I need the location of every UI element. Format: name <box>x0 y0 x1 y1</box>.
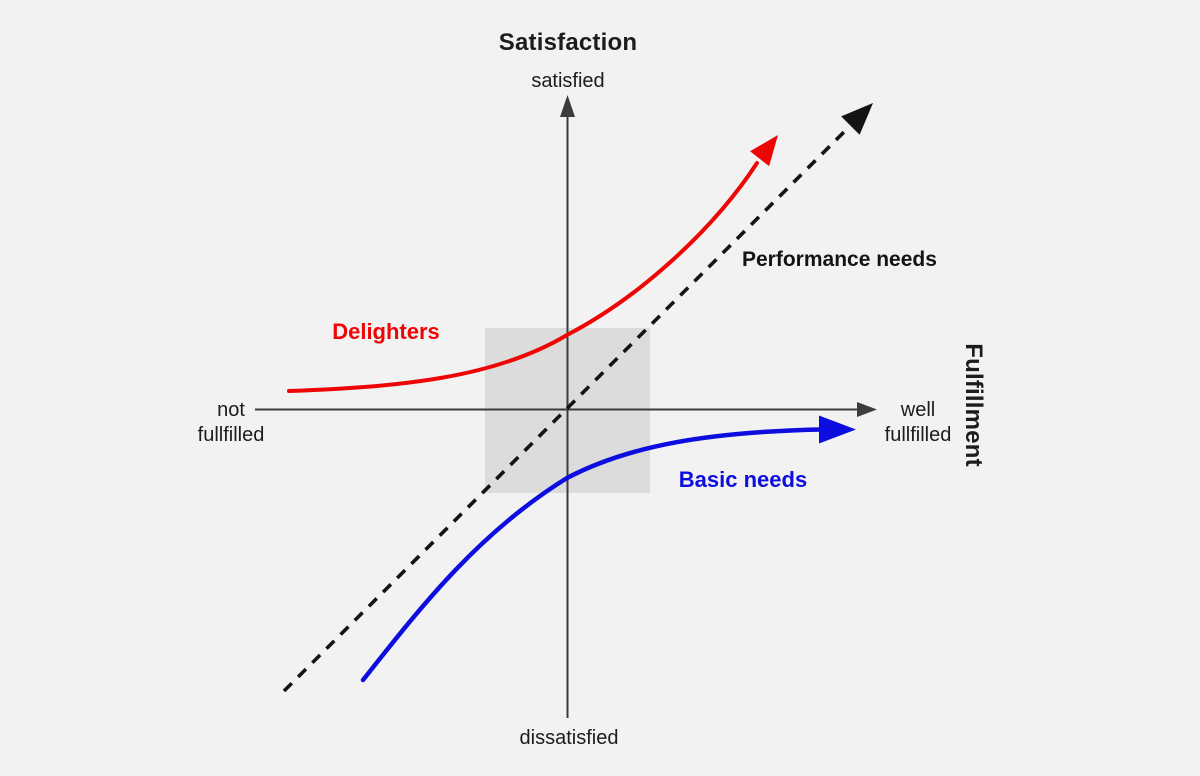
performance-arrowhead-icon <box>841 103 873 135</box>
y-axis-label-satisfied: satisfied <box>531 70 604 92</box>
performance-needs-label: Performance needs <box>742 248 937 271</box>
basic-needs-curve <box>360 427 823 683</box>
y-axis-arrowhead-icon <box>560 95 575 117</box>
x-axis-label-well-fullfilled: fullfilled <box>885 424 952 446</box>
basic-needs-arrowhead-icon <box>819 415 856 444</box>
x-axis-label-not: not <box>217 399 245 421</box>
delighters-arrowhead-icon <box>750 135 778 167</box>
performance-needs-line <box>282 125 851 693</box>
x-axis-title: Fulfillment <box>960 343 987 467</box>
y-axis-title: Satisfaction <box>499 29 637 56</box>
delighters-curve <box>287 161 759 393</box>
y-axis-label-dissatisfied: dissatisfied <box>520 727 619 749</box>
x-axis-arrowhead-icon <box>857 402 877 417</box>
x-axis-label-well: well <box>900 399 935 421</box>
delighters-label: Delighters <box>332 319 440 344</box>
x-axis-label-not-fullfilled: fullfilled <box>198 424 265 446</box>
basic-needs-label: Basic needs <box>679 467 807 492</box>
